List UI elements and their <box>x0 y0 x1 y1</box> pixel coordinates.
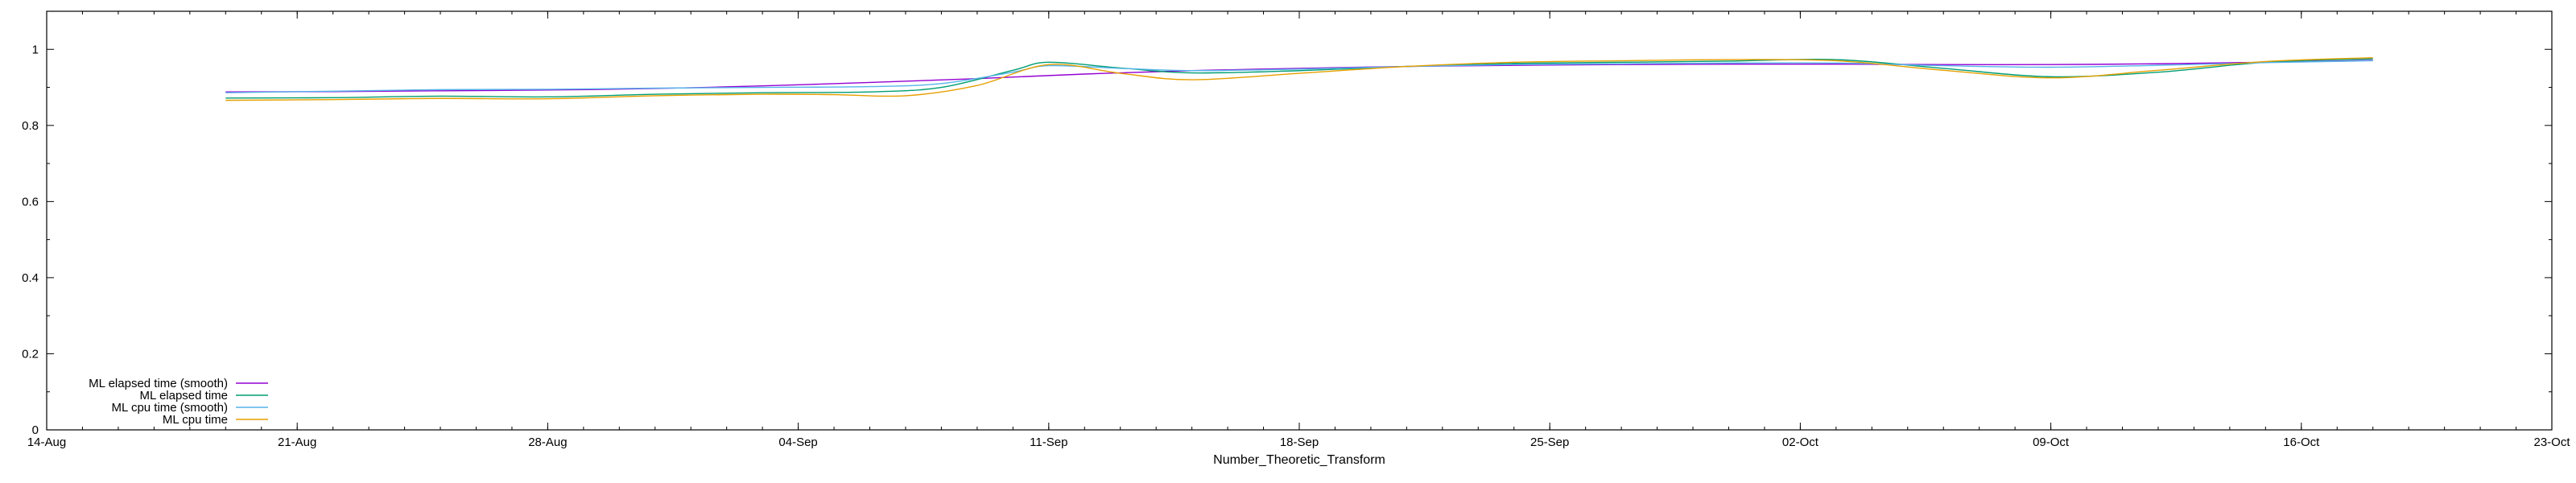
y-tick-label: 0 <box>32 423 39 437</box>
legend-label: ML elapsed time (smooth) <box>89 377 228 390</box>
y-tick-label: 1 <box>32 43 39 56</box>
plot-frame <box>46 10 2553 431</box>
x-tick-label: 14-Aug <box>27 436 66 449</box>
x-axis-title: Number_Theoretic_Transform <box>1213 453 1385 467</box>
x-tick-label: 18-Sep <box>1280 436 1319 449</box>
series-layer <box>225 56 2373 101</box>
y-axis-ticks: 0 0.2 0.4 0.6 0.8 1 <box>22 10 2552 437</box>
y-tick-label: 0.6 <box>22 195 39 208</box>
series-line-ml-elapsed-time-smooth <box>225 60 2373 93</box>
x-tick-label: 25-Sep <box>1530 436 1569 449</box>
x-tick-label: 11-Sep <box>1030 436 1067 449</box>
x-tick-label: 21-Aug <box>278 436 316 449</box>
series-line-ml-elapsed-time <box>225 58 2373 99</box>
legend: ML elapsed time (smooth)ML elapsed timeM… <box>89 377 268 427</box>
series-line-ml-cpu-time <box>225 56 2373 101</box>
x-tick-label: 02-Oct <box>1782 436 1819 449</box>
legend-label: ML cpu time (smooth) <box>112 401 229 415</box>
y-tick-label: 0.4 <box>22 271 39 285</box>
y-tick-label: 0.2 <box>22 347 39 361</box>
y-tick-label: 0.8 <box>22 119 39 133</box>
x-tick-label: 16-Oct <box>2283 436 2320 449</box>
legend-label: ML cpu time <box>163 413 228 427</box>
x-axis-ticks: 14-Aug 21-Aug 28-Aug 04-Sep 11-Sep 18-Sep 25-S… <box>27 11 2570 449</box>
x-tick-label: 23-Oct <box>2533 436 2570 449</box>
x-tick-label: 09-Oct <box>2033 436 2070 449</box>
series-line-ml-cpu-time-smooth <box>225 60 2373 93</box>
legend-label: ML elapsed time <box>140 389 229 402</box>
x-tick-label: 04-Sep <box>778 436 817 449</box>
x-tick-label: 28-Aug <box>528 436 567 449</box>
